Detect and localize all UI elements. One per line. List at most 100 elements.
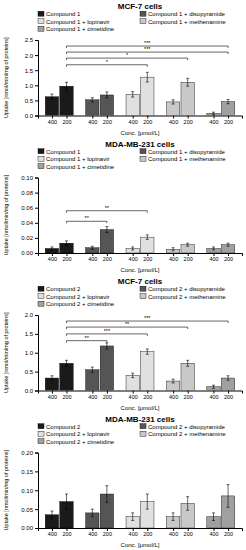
tick: 200: [224, 253, 233, 262]
tick-label: 0.0: [25, 388, 34, 394]
tick-mark: [35, 353, 38, 354]
title: MCF-7 cells: [118, 277, 163, 286]
tick: 0.15: [21, 469, 38, 475]
tick: 0.02: [21, 235, 38, 241]
title: MDA-MB-231 cells: [105, 140, 175, 149]
tick: 400: [209, 253, 218, 262]
tick-mark: [35, 55, 38, 56]
x-axis: 400200400200400200400200400200: [39, 253, 243, 262]
bar: [86, 370, 99, 391]
legend-item: Compound 2 + cimetidine: [38, 301, 115, 307]
title: MCF-7 cells: [118, 2, 163, 11]
tick: 400: [209, 116, 218, 125]
legend-swatch: [140, 149, 146, 154]
legend-item: Compound 2 + cimetidine: [38, 439, 115, 445]
legend-swatch: [38, 424, 44, 429]
tick: 0.10: [21, 488, 38, 494]
legend-item: Compound 1 + disopyramide: [140, 11, 226, 17]
tick-label: 200: [62, 394, 71, 400]
panel: 0.000.020.040.060.080.104002004002004002…: [3, 140, 243, 274]
tick-mark: [35, 193, 38, 194]
error-bar: [91, 509, 94, 517]
legend-item: Compound 2: [38, 424, 81, 430]
error-bar: [227, 99, 230, 103]
error-bar: [131, 247, 134, 250]
tick-label: 2.0: [25, 53, 34, 59]
legend-swatch: [38, 19, 44, 24]
tick-label: 400: [169, 256, 178, 262]
legend-label: Compound 1 + disopyramide: [148, 11, 226, 17]
tick: 0.08: [21, 190, 38, 196]
series: [126, 235, 154, 253]
tick-mark: [35, 490, 38, 491]
legend-swatch: [140, 286, 146, 291]
tick-label: 200: [224, 119, 233, 125]
tick: 400: [209, 391, 218, 400]
error-bar: [91, 98, 94, 102]
legend-swatch: [38, 286, 44, 291]
tick: 400: [88, 391, 97, 400]
error-bar: [172, 379, 175, 383]
x-axis: 400200400200400200400200400200: [39, 528, 243, 537]
significance-label: ***: [104, 328, 111, 334]
tick-label: 400: [48, 531, 57, 537]
tick-label: 400: [209, 531, 218, 537]
plot: 0.000.020.040.060.080.104002004002004002…: [21, 175, 242, 262]
legend-label: Compound 1 + lopinavir: [46, 156, 110, 162]
legend-swatch: [140, 424, 146, 429]
tick-label: 200: [103, 256, 112, 262]
legend-label: Compound 1 + cimetidine: [46, 164, 115, 170]
tick-label: 0.5: [25, 369, 34, 375]
series: [45, 494, 73, 528]
tick: 0.00: [21, 250, 38, 256]
series: [166, 78, 194, 115]
tick: 200: [143, 253, 152, 262]
legend-label: Compound 2 + cimetidine: [46, 439, 115, 445]
tick: 400: [129, 253, 138, 262]
bar: [126, 94, 139, 115]
tick-label: 400: [129, 119, 138, 125]
legend-label: Compound 2 + methenamine: [148, 294, 226, 300]
tick: 400: [88, 253, 97, 262]
tick-mark: [35, 70, 38, 71]
tick-label: 0.0: [25, 113, 34, 119]
error-bar: [146, 72, 149, 82]
tick: 0.0: [25, 388, 38, 394]
legend-label: Compound 2: [46, 286, 81, 292]
y-axis: 0.000.050.100.150.20: [21, 450, 38, 532]
significance-bracket: [66, 334, 147, 336]
tick-label: 200: [184, 394, 193, 400]
marks: [45, 211, 235, 253]
tick-mark: [35, 223, 38, 224]
error-bar: [65, 241, 68, 246]
error-bar: [186, 360, 189, 366]
tick-mark: [35, 528, 38, 529]
tick-label: 200: [143, 531, 152, 537]
significance-bracket: [66, 52, 228, 54]
tick-label: 200: [103, 394, 112, 400]
significance-labels: ****: [85, 205, 110, 222]
tick-label: 0.10: [21, 488, 33, 494]
tick: 200: [224, 528, 233, 537]
significance-bracket: [66, 341, 106, 343]
plot: 0.00.51.01.52.04002004002004002004002004…: [25, 312, 243, 399]
legend-swatch: [38, 164, 44, 169]
series: [207, 99, 235, 115]
tick: 1.0: [25, 350, 38, 356]
error-bar: [131, 92, 134, 97]
legend-swatch: [140, 19, 146, 24]
series: [86, 486, 114, 528]
error-bar: [186, 497, 189, 511]
legend-label: Compound 1 + methenamine: [148, 156, 226, 162]
tick: 200: [184, 391, 193, 400]
significance-label: **: [85, 215, 90, 221]
tick-mark: [35, 253, 38, 254]
error-bar: [65, 82, 68, 90]
tick: 200: [62, 391, 71, 400]
y-axis: 0.00.51.01.52.0: [25, 312, 39, 393]
tick: 400: [129, 116, 138, 125]
tick-label: 400: [88, 256, 97, 262]
legend-item: Compound 1 + lopinavir: [38, 156, 110, 162]
tick-label: 400: [48, 394, 57, 400]
legend-label: Compound 1 + disopyramide: [148, 149, 226, 155]
